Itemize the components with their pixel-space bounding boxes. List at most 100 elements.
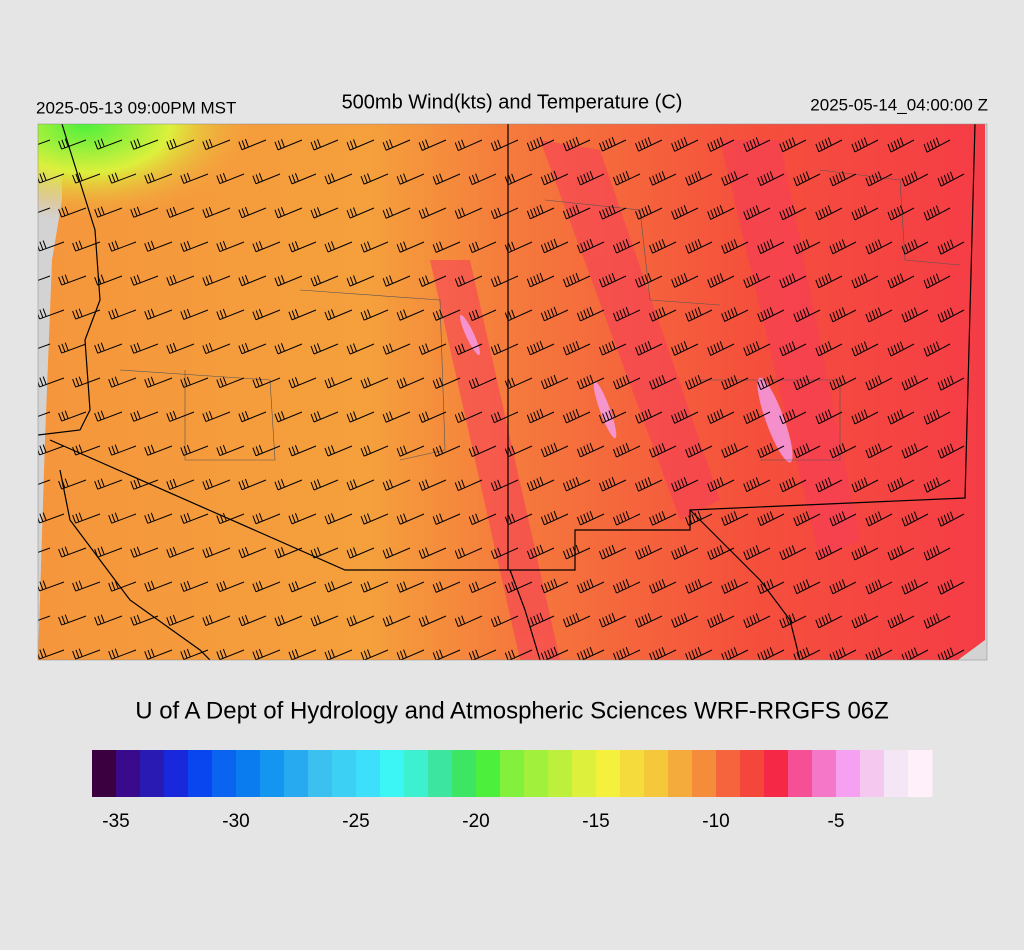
wind-barb [72, 240, 101, 252]
colorbar-tick-label: -20 [462, 811, 489, 832]
wind-barb [288, 581, 317, 593]
wind-barb [94, 410, 123, 422]
wind-barb [166, 138, 195, 150]
colorbar-tick-label: -10 [702, 811, 729, 832]
wind-barb [576, 374, 605, 390]
colorbar-swatch [716, 750, 741, 797]
wind-barb [793, 443, 821, 459]
wind-barb [72, 376, 101, 388]
wind-barb [58, 478, 87, 490]
wind-barb [58, 206, 87, 218]
wind-barb [757, 579, 785, 595]
wind-barb [72, 444, 101, 456]
wind-barb [180, 648, 209, 660]
wind-barb [130, 274, 159, 286]
colorbar-swatch [404, 750, 429, 797]
wind-barb [288, 649, 317, 660]
wind-barb [562, 136, 591, 152]
wind-barb [671, 341, 699, 356]
wind-barb [454, 479, 483, 491]
wind-barb [526, 408, 555, 424]
wind-barb [144, 240, 173, 252]
wind-barb [144, 648, 173, 660]
wind-barb [360, 513, 389, 525]
wind-barb [94, 478, 123, 490]
wind-barb [598, 544, 627, 560]
wind-barb [166, 274, 195, 286]
wind-barb [454, 275, 483, 287]
wind-barb [252, 648, 281, 660]
wind-barb [310, 207, 339, 219]
wind-barb [58, 410, 87, 422]
wind-barb [887, 341, 915, 357]
wind-barb [418, 547, 447, 559]
wind-barb [202, 206, 231, 219]
warmest-spots [460, 314, 793, 463]
wind-barb [793, 579, 821, 595]
wind-barb [360, 173, 389, 185]
wind-barb [829, 239, 857, 255]
wind-barb [72, 512, 101, 524]
wind-barb [454, 343, 483, 355]
wind-barb [635, 544, 663, 560]
wind-barb [923, 477, 951, 493]
wind-barb [937, 579, 965, 595]
wind-barb [562, 476, 591, 492]
wind-barb [310, 547, 339, 559]
wind-barb [346, 547, 375, 559]
wind-barb [216, 376, 245, 389]
wind-barb [202, 274, 231, 287]
wind-barb [815, 273, 843, 289]
wind-barb [815, 545, 843, 561]
wind-barb [757, 511, 785, 527]
colorbar-swatch [740, 750, 765, 797]
wind-barb [216, 240, 245, 253]
wind-barb [310, 615, 339, 627]
wind-barb [274, 411, 303, 423]
wind-barb [793, 375, 821, 391]
wind-barb [396, 513, 425, 525]
wind-barb [396, 377, 425, 389]
wind-barb [468, 241, 497, 253]
wind-barb [635, 340, 663, 356]
wind-barb [180, 172, 209, 184]
wind-barb [108, 512, 137, 524]
wind-barb [202, 138, 231, 151]
wind-barb [454, 615, 483, 627]
wind-barb [865, 511, 893, 527]
wind-barb [382, 139, 411, 151]
wind-barb [815, 137, 843, 153]
wind-barb [707, 273, 735, 288]
wind-barb [288, 445, 317, 457]
wind-barb [598, 136, 627, 152]
wind-barb [216, 308, 245, 321]
wind-barb [130, 206, 159, 218]
wind-barb [216, 444, 245, 457]
wind-barb [526, 340, 555, 356]
wind-barb [757, 647, 785, 660]
valid-local-time: 2025-05-13 09:00PM MST [36, 98, 236, 117]
wind-barb [576, 306, 605, 322]
wind-barb [454, 547, 483, 559]
wind-barb [685, 511, 713, 526]
colorbar-swatch [620, 750, 645, 797]
wind-barb [418, 479, 447, 491]
wind-barb [707, 409, 735, 424]
wind-barb [238, 478, 267, 491]
wind-barb [180, 308, 209, 320]
wind-barb [887, 545, 915, 561]
wind-barb [130, 478, 159, 490]
wind-barb [793, 239, 821, 255]
wind-barb [865, 443, 893, 459]
wind-barb [324, 241, 353, 253]
wind-barb [490, 547, 519, 560]
wind-barb [721, 375, 749, 390]
wind-barb [310, 275, 339, 287]
wind-barb [504, 581, 533, 594]
wind-barb [274, 343, 303, 355]
wind-barb [743, 613, 771, 629]
wind-barb [252, 376, 281, 389]
wind-barb [757, 171, 785, 187]
wind-barb [58, 274, 87, 286]
wind-barb [454, 139, 483, 151]
